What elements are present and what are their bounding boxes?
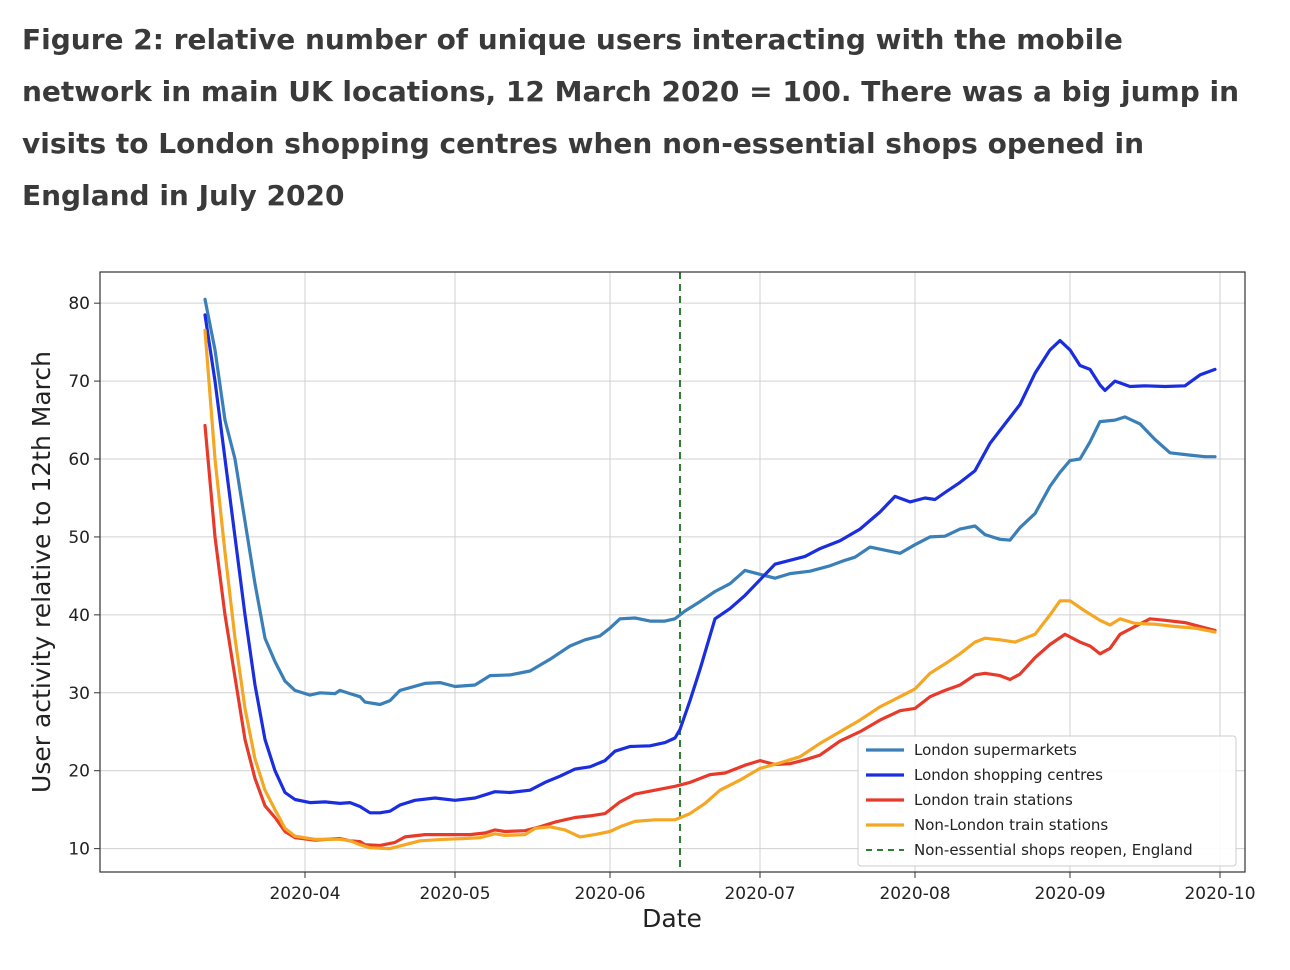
x-tick-label: 2020-10: [1184, 884, 1255, 904]
x-tick-label: 2020-04: [269, 884, 340, 904]
series-line-1: [203, 297, 1217, 707]
legend-label-1: London supermarkets: [914, 741, 1077, 759]
y-tick-label: 80: [68, 294, 90, 314]
x-tick-label: 2020-06: [574, 884, 645, 904]
x-tick-label: 2020-05: [419, 884, 490, 904]
legend-box: [857, 735, 1237, 867]
y-tick-label: 60: [68, 450, 90, 470]
series-line-4: [203, 328, 1217, 851]
y-tick-label: 10: [68, 840, 90, 860]
y-tick-label: 70: [68, 372, 90, 392]
y-tick-label: 40: [68, 606, 90, 626]
x-tick-label: 2020-08: [879, 884, 950, 904]
legend-label-2: London shopping centres: [914, 766, 1103, 784]
x-tick-label: 2020-07: [724, 884, 795, 904]
legend-label-5: Non-essential shops reopen, England: [914, 841, 1193, 859]
figure-heading: Figure 2: relative number of unique user…: [22, 23, 1240, 212]
x-axis-title: Date: [642, 904, 702, 933]
y-axis-ticks: 10 20 30 40 50 60 70 80: [68, 294, 100, 860]
x-axis-ticks: 2020-04 2020-05 2020-06 2020-07 2020-08 2020-…: [269, 872, 1256, 904]
y-tick-label: 30: [68, 684, 90, 704]
plot-frame: [99, 271, 1246, 873]
y-tick-label: 20: [68, 762, 90, 782]
legend-label-3: London train stations: [914, 791, 1073, 809]
y-axis-title: User activity relative to 12th March: [27, 351, 56, 793]
legend-label-4: Non-London train stations: [914, 816, 1108, 834]
x-tick-label: 2020-09: [1034, 884, 1105, 904]
legend: London supermarkets London shopping centr…: [857, 735, 1237, 867]
y-tick-label: 50: [68, 528, 90, 548]
series-line-2: [203, 313, 1217, 815]
series-lines: [203, 297, 1217, 851]
